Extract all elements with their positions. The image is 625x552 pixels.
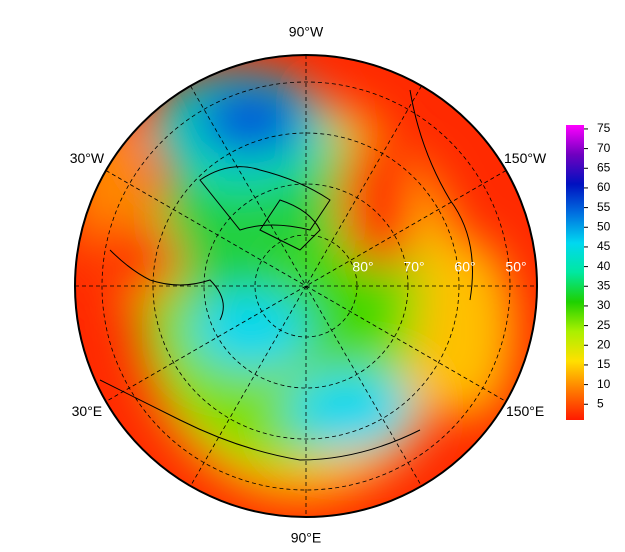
field <box>75 55 537 517</box>
meridian-label: 90°E <box>291 530 322 546</box>
colorbar-tick-label: 55 <box>597 200 611 214</box>
colorbar-tick-label: 45 <box>597 239 611 253</box>
colorbar <box>566 125 584 420</box>
latitude-circle <box>101 81 511 491</box>
latitude-label: 50° <box>505 259 526 275</box>
colorbar-tick-label: 40 <box>597 259 611 273</box>
colorbar-tick-label: 50 <box>597 219 611 233</box>
colorbar-tick-label: 35 <box>597 278 611 292</box>
colorbar-tick-label: 30 <box>597 298 611 312</box>
latitude-label: 80° <box>352 259 373 275</box>
latitude-label: 70° <box>403 259 424 275</box>
colorbar-tick-label: 60 <box>597 180 611 194</box>
colorbar-tick-label: 70 <box>597 141 611 155</box>
latitude-circle <box>254 234 358 338</box>
latitude-label: 60° <box>454 259 475 275</box>
colorbar-tick-label: 75 <box>597 121 611 135</box>
map-border <box>74 54 538 518</box>
meridian-label: 30°W <box>70 150 105 166</box>
meridian-label: 150°W <box>504 150 547 166</box>
colorbar-tick-label: 5 <box>597 396 604 410</box>
colorbar-tick-label: 10 <box>597 377 611 391</box>
latitude-circle <box>203 183 409 389</box>
meridian-label: 30°E <box>72 403 103 419</box>
colorbar-tick-label: 20 <box>597 337 611 351</box>
latitude-circle <box>152 132 460 440</box>
colorbar-tick-label: 15 <box>597 357 611 371</box>
colorbar-tick-label: 65 <box>597 160 611 174</box>
graticule <box>75 55 537 517</box>
meridian-label: 90°W <box>289 24 324 40</box>
colorbar-tick-label: 25 <box>597 318 611 332</box>
meridian-label: 150°E <box>506 403 544 419</box>
meridian <box>105 170 507 402</box>
